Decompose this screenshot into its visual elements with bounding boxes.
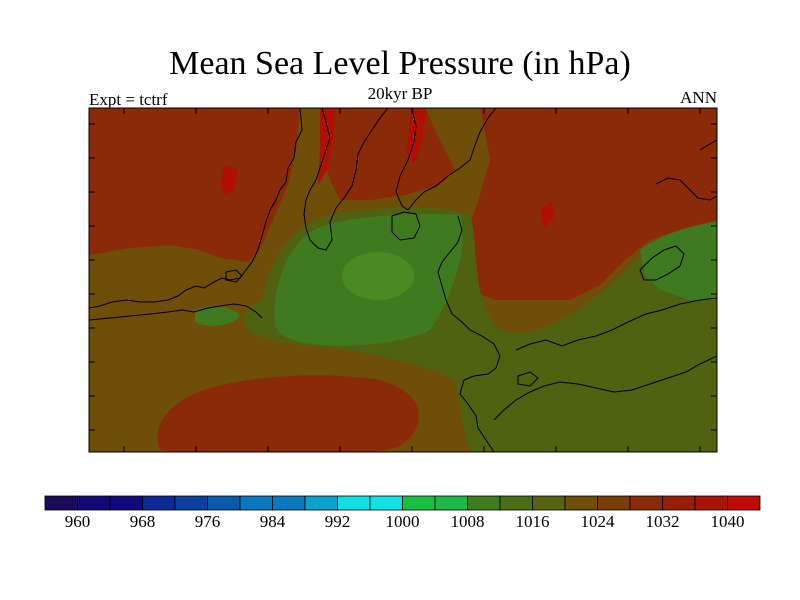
pressure-field bbox=[89, 108, 717, 452]
colorbar-swatch bbox=[727, 495, 761, 511]
coastline-scandinavia bbox=[699, 139, 717, 151]
field-central-core bbox=[342, 252, 414, 300]
colorbar-swatch bbox=[532, 495, 566, 511]
experiment-label: Expt = tctrf bbox=[89, 90, 168, 109]
field-red-patch-4 bbox=[540, 202, 554, 228]
colorbar-tick-label: 1040 bbox=[710, 512, 745, 531]
colorbar-tick-label: 1024 bbox=[580, 512, 615, 531]
colorbar-swatch bbox=[597, 495, 631, 511]
coastline-iceland bbox=[391, 211, 421, 241]
colorbar-tick-label: 960 bbox=[64, 512, 91, 531]
colorbar-swatch bbox=[337, 495, 371, 511]
colorbar bbox=[44, 495, 761, 511]
coastline-greenland bbox=[303, 108, 389, 251]
field-green-east bbox=[640, 222, 717, 300]
coastlines bbox=[89, 108, 717, 452]
colorbar-swatch bbox=[77, 495, 111, 511]
colorbar-tick-label: 992 bbox=[324, 512, 351, 531]
colorbar-swatch bbox=[109, 495, 143, 511]
coastline-black-sea bbox=[639, 245, 685, 281]
map-frame bbox=[88, 107, 718, 453]
colorbar-swatch bbox=[207, 495, 241, 511]
field-high-north-west bbox=[89, 108, 300, 262]
colorbar-tick-label: 1032 bbox=[645, 512, 680, 531]
map-subtitle: 20kyr BP bbox=[367, 84, 433, 103]
coastline-europe bbox=[395, 108, 497, 211]
colorbar-tick-label: 1016 bbox=[515, 512, 550, 531]
coastline-central-america bbox=[89, 303, 263, 321]
field-green-west bbox=[195, 306, 240, 326]
coastline-caspian bbox=[655, 177, 717, 201]
colorbar-tick-label: 1000 bbox=[385, 512, 420, 531]
colorbar-swatch bbox=[499, 495, 533, 511]
coastline-mediterranean bbox=[515, 297, 717, 351]
coastline-island-south bbox=[517, 371, 539, 387]
map-ticks bbox=[89, 108, 717, 452]
coastline-island-west bbox=[225, 269, 243, 283]
field-red-patch-3 bbox=[220, 165, 238, 195]
field-red-patch-1 bbox=[318, 108, 335, 185]
season-label: ANN bbox=[680, 88, 717, 107]
field-high-south bbox=[157, 375, 419, 452]
colorbar-tick-label: 1008 bbox=[450, 512, 485, 531]
colorbar-swatch bbox=[629, 495, 663, 511]
colorbar-swatch bbox=[369, 495, 403, 511]
colorbar-swatch bbox=[434, 495, 468, 511]
colorbar-swatch bbox=[272, 495, 306, 511]
coastline-iberia bbox=[437, 215, 501, 452]
colorbar-swatch bbox=[662, 495, 696, 511]
colorbar-swatch bbox=[694, 495, 728, 511]
map-title: Mean Sea Level Pressure (in hPa) bbox=[169, 45, 631, 82]
colorbar-swatch bbox=[402, 495, 436, 511]
field-high-north-east bbox=[465, 108, 717, 300]
colorbar-swatch bbox=[44, 495, 78, 511]
colorbar-tick-label: 976 bbox=[194, 512, 221, 531]
colorbar-swatch bbox=[174, 495, 208, 511]
colorbar-tick-label: 968 bbox=[129, 512, 156, 531]
colorbar-swatch bbox=[304, 495, 338, 511]
colorbar-swatch bbox=[142, 495, 176, 511]
coastline-north-africa bbox=[493, 355, 717, 421]
colorbar-swatch bbox=[239, 495, 273, 511]
colorbar-tick-label: 984 bbox=[259, 512, 286, 531]
colorbar-swatch bbox=[467, 495, 501, 511]
colorbar-swatch bbox=[564, 495, 598, 511]
